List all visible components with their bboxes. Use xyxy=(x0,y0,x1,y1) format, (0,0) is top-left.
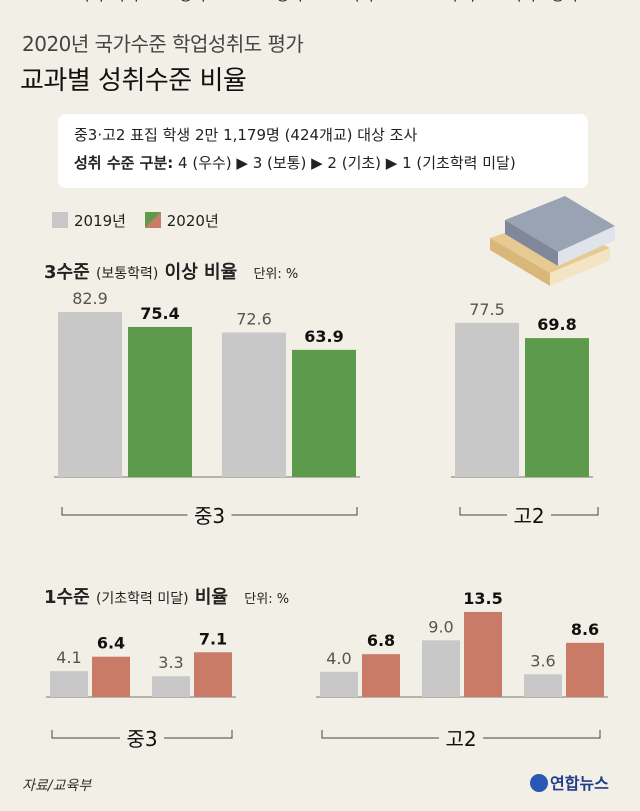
group-label: 고2 xyxy=(513,504,544,528)
legend-item-2019: 2019년 xyxy=(52,210,126,231)
value-label-2019: 82.9 xyxy=(72,289,108,308)
value-label-2019: 9.0 xyxy=(428,617,453,636)
section1-title-main: 3수준 xyxy=(44,262,90,283)
value-label-2020: 75.4 xyxy=(140,304,179,323)
source-note: 자료/교육부 xyxy=(22,778,92,794)
value-label-2019: 3.3 xyxy=(158,653,183,672)
group-bracket xyxy=(51,730,233,739)
bar-2020 xyxy=(292,349,356,477)
page-title: 교과별 성취수준 비율 xyxy=(20,66,247,96)
levels-label: 성취 수준 구분: xyxy=(74,154,174,172)
bar-2020 xyxy=(464,611,502,697)
page-subtitle: 2020년 국가수준 학업성취도 평가 xyxy=(22,32,304,56)
group-bracket xyxy=(61,507,358,516)
value-label-2020: 69.8 xyxy=(537,315,576,334)
category-label: 국어 xyxy=(346,0,374,4)
bar-2020 xyxy=(525,338,589,477)
category-label: 영어 xyxy=(178,0,206,4)
section1-title-tail: 이상 비율 xyxy=(164,262,238,283)
legend-item-2020: 2020년 xyxy=(144,210,219,231)
group-label: 중3 xyxy=(126,727,157,751)
bar-2020 xyxy=(194,652,232,697)
group-bracket xyxy=(459,507,599,516)
value-label-2020: 6.8 xyxy=(367,631,395,650)
bar-2019 xyxy=(58,312,122,477)
value-label-2020: 13.5 xyxy=(463,589,502,608)
agency-logo: 연합뉴스 xyxy=(530,770,609,794)
bar-2019 xyxy=(524,674,562,697)
legend: 2019년 2020년 xyxy=(52,210,233,231)
category-label: 국어 xyxy=(508,0,536,4)
legend-label-2019: 2019년 xyxy=(74,212,126,230)
levels-value: 4 (우수) ▶ 3 (보통) ▶ 2 (기초) ▶ 1 (기초학력 미달) xyxy=(178,154,516,172)
bar-2019 xyxy=(50,671,88,697)
books-illustration xyxy=(490,196,615,286)
legend-label-2020: 2020년 xyxy=(166,212,219,230)
bar-2020 xyxy=(566,642,604,697)
bar-2019 xyxy=(320,671,358,697)
value-label-2020: 8.6 xyxy=(571,620,599,639)
logo-text: 연합뉴스 xyxy=(550,774,609,793)
section2-title: 1수준 (기초학력 미달) 비율 단위: % xyxy=(44,583,289,609)
bar-2020 xyxy=(92,656,130,697)
value-label-2020: 7.1 xyxy=(199,629,227,648)
legend-swatch-2020 xyxy=(144,212,161,228)
bar-2020 xyxy=(128,326,192,477)
group-bracket xyxy=(321,730,601,739)
category-label: 국어 xyxy=(76,0,104,4)
info-line-levels: 성취 수준 구분: 4 (우수) ▶ 3 (보통) ▶ 2 (기초) ▶ 1 (… xyxy=(74,152,516,173)
info-line-survey: 중3·고2 표집 학생 2만 1,179명 (424개교) 대상 조사 xyxy=(74,126,418,144)
legend-swatch-2019 xyxy=(52,212,68,228)
info-box xyxy=(58,114,588,188)
value-label-2020: 63.9 xyxy=(304,327,343,346)
section2-title-main: 1수준 xyxy=(44,587,90,608)
section2-title-sub: (기초학력 미달) xyxy=(95,591,189,607)
bar-2019 xyxy=(222,332,286,477)
category-label: 영어 xyxy=(275,0,303,4)
category-label: 수학 xyxy=(448,0,476,4)
value-label-2019: 77.5 xyxy=(469,300,505,319)
group-label: 중3 xyxy=(194,504,225,528)
section2-title-tail: 비율 xyxy=(194,587,228,608)
category-label: 영어 xyxy=(550,0,578,4)
bar-2019 xyxy=(422,640,460,697)
logo-mark-icon xyxy=(530,774,548,792)
category-label: 국어 xyxy=(111,0,139,4)
section1-title-sub: (보통학력) xyxy=(95,266,159,282)
bar-2019 xyxy=(455,322,519,477)
section1-unit: 단위: % xyxy=(253,267,299,282)
value-label-2019: 4.1 xyxy=(56,648,81,667)
group-label: 고2 xyxy=(445,727,476,751)
bar-2020 xyxy=(362,654,400,697)
value-label-2019: 72.6 xyxy=(236,310,272,329)
value-label-2020: 6.4 xyxy=(97,634,125,653)
bar-2019 xyxy=(152,676,190,697)
section2-unit: 단위: % xyxy=(244,592,290,607)
value-label-2019: 4.0 xyxy=(326,649,351,668)
value-label-2019: 3.6 xyxy=(530,651,555,670)
section1-title: 3수준 (보통학력) 이상 비율 단위: % xyxy=(44,258,298,284)
